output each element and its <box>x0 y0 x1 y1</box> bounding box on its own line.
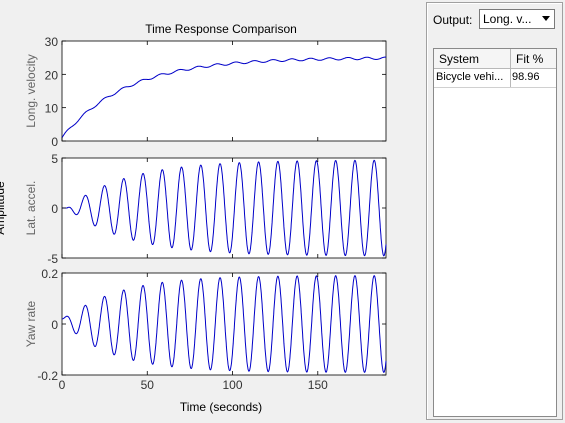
side-panel: Output: Long. v... System Fit % Bicycle … <box>422 0 565 423</box>
axes-2 <box>61 157 387 259</box>
column-header-system[interactable]: System <box>439 52 480 66</box>
y-tick-label: 0.2 <box>41 267 58 281</box>
y-tick-label: -0.2 <box>37 369 58 383</box>
x-tick-label: 150 <box>308 378 328 392</box>
x-axis-label: Time (seconds) <box>180 400 262 414</box>
y-tick-label: 0 <box>51 202 58 216</box>
figure-area: Time Response Comparison Amplitude 0 10 20 30… <box>0 22 387 414</box>
column-header-fit[interactable]: Fit % <box>516 52 544 66</box>
y-axis-label: Yaw rate <box>24 300 38 347</box>
figure-title: Time Response Comparison <box>145 22 297 36</box>
panel-frame: Output: Long. v... System Fit % Bicycle … <box>426 2 563 420</box>
system-cell: Bicycle vehi... <box>436 71 504 83</box>
table-row[interactable]: Bicycle vehi... 98.96 <box>434 69 556 88</box>
y-tick-label: 5 <box>51 152 58 166</box>
y-axis-label: Lat. accel. <box>24 181 38 236</box>
axes-3 <box>61 272 387 376</box>
output-dropdown-value: Long. v... <box>483 12 532 26</box>
series-line-1 <box>61 56 387 138</box>
axes-1 <box>61 40 387 142</box>
x-tick-label: 100 <box>223 378 243 392</box>
fit-table: System Fit % Bicycle vehi... 98.96 <box>433 48 557 417</box>
y-tick-label: 30 <box>45 35 59 49</box>
y-tick-label: 20 <box>45 68 59 82</box>
chevron-down-icon[interactable] <box>542 16 550 21</box>
series-line-2 <box>62 159 387 257</box>
column-divider <box>510 49 511 87</box>
y-axis-group-label: Amplitude <box>0 181 7 235</box>
series-line-3 <box>62 275 387 374</box>
y-tick-label: -5 <box>47 252 58 266</box>
y-tick-label: 10 <box>45 102 59 116</box>
y-axis-label: Long. velocity <box>24 54 38 127</box>
output-label: Output: <box>433 13 473 27</box>
x-tick-label: 50 <box>141 378 155 392</box>
output-dropdown[interactable]: Long. v... <box>479 9 555 29</box>
x-tick-label: 0 <box>59 378 66 392</box>
response-plot: Time Response Comparison Amplitude 0 10 20 30… <box>0 22 387 414</box>
fit-table-header: System Fit % <box>434 49 556 69</box>
y-tick-label: 0 <box>51 135 58 149</box>
y-tick-label: 0 <box>51 318 58 332</box>
fit-cell: 98.96 <box>512 71 540 83</box>
